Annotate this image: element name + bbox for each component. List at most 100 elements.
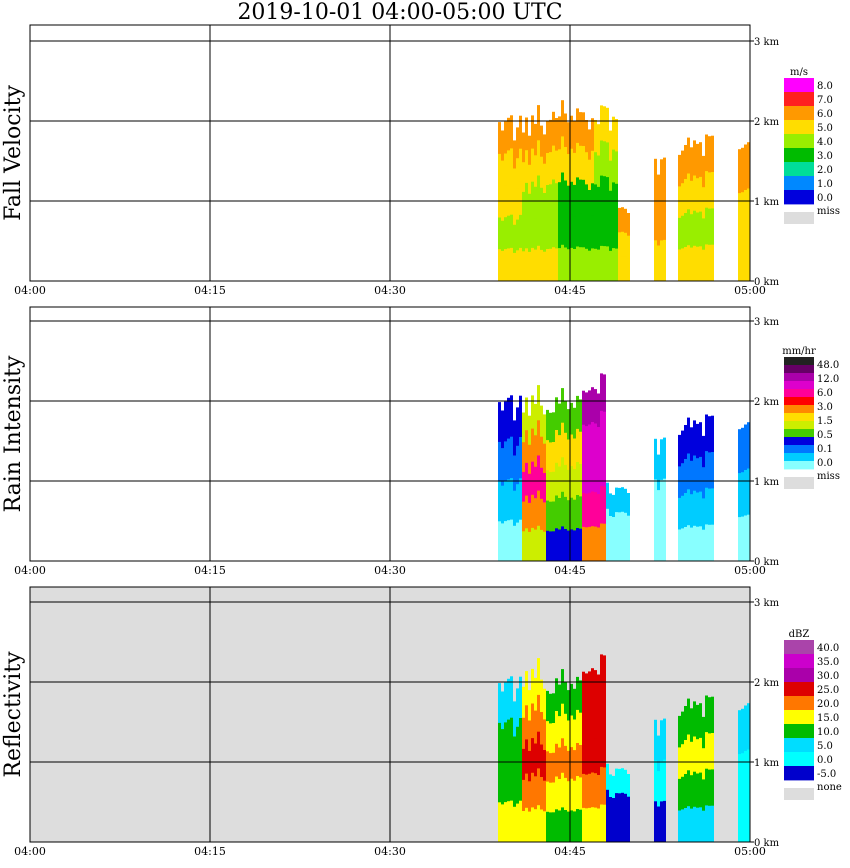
legend-label: 3.0 [817, 151, 833, 162]
echo-cell [540, 809, 543, 843]
legend-label: 5.0 [817, 741, 833, 752]
echo-cell [594, 152, 597, 185]
echo-cell [600, 485, 603, 524]
legend-swatch [784, 724, 814, 739]
echo-cell [609, 819, 612, 843]
echo-cell [681, 744, 684, 778]
echo-cell [585, 774, 588, 809]
echo-cell [684, 145, 687, 180]
echo-cell [567, 122, 570, 155]
echo-cell [552, 723, 555, 754]
echo-cell [582, 179, 585, 214]
legend-label: 3.0 [817, 402, 833, 413]
echo-cell [600, 245, 603, 282]
echo-cell [585, 459, 588, 494]
echo-cell [702, 155, 705, 188]
echo-cell [618, 817, 621, 843]
echo-cell [711, 696, 714, 734]
echo-cell [573, 688, 576, 720]
echo-cell [678, 778, 681, 811]
legend-missing-label: none [817, 782, 842, 793]
echo-cell [582, 773, 585, 809]
echo-cell [660, 801, 663, 843]
legend-swatch [784, 453, 814, 462]
echo-cell [546, 440, 549, 471]
echo-cell [585, 248, 588, 282]
echo-cell [543, 251, 546, 282]
echo-cell [603, 246, 606, 282]
echo-cell [540, 156, 543, 189]
echo-cell [699, 142, 702, 178]
echo-cell [747, 422, 750, 469]
echo-cell [711, 172, 714, 209]
echo-cell [612, 116, 615, 151]
echo-cell [543, 473, 546, 503]
x-tick-label: 04:45 [554, 845, 586, 858]
echo-cell [699, 246, 702, 282]
echo-cell [510, 115, 513, 149]
echo-cell [699, 526, 702, 562]
echo-cell [690, 494, 693, 529]
echo-cell [585, 216, 588, 250]
legend-unit: mm/hr [782, 346, 816, 357]
echo-cell [504, 153, 507, 186]
legend-label: 12.0 [817, 374, 839, 385]
echo-cell [744, 144, 747, 191]
echo-cell [510, 148, 513, 182]
echo-cell [708, 136, 711, 173]
echo-cell [684, 493, 687, 528]
echo-cell [564, 681, 567, 715]
echo-cell [537, 105, 540, 141]
echo-cell [690, 180, 693, 215]
echo-cell [705, 524, 708, 562]
echo-cell [693, 736, 696, 773]
echo-cell [567, 154, 570, 187]
legend-label: 0.0 [817, 458, 833, 469]
echo-cell [579, 112, 582, 147]
echo-cell [528, 750, 531, 782]
legend-label: 6.0 [817, 109, 833, 120]
echo-cell [615, 487, 618, 513]
echo-cell [615, 512, 618, 538]
echo-cell [531, 494, 534, 529]
echo-cell [702, 779, 705, 812]
echo-cell [612, 539, 615, 562]
echo-cell [528, 135, 531, 166]
echo-cell [621, 536, 624, 562]
echo-cell [537, 731, 540, 769]
echo-cell [612, 775, 615, 799]
echo-cell [585, 527, 588, 562]
echo-cell [576, 776, 579, 810]
echo-cell [549, 753, 552, 784]
echo-cell [702, 249, 705, 282]
echo-cell [516, 484, 519, 524]
echo-cell [519, 395, 522, 438]
echo-cell [522, 811, 525, 843]
echo-cell [621, 792, 624, 818]
echo-cell [663, 437, 666, 480]
echo-cell [570, 434, 573, 467]
echo-cell [498, 217, 501, 250]
y-tick-label: 2 km [754, 397, 780, 408]
echo-cell [582, 671, 585, 707]
echo-cell [684, 425, 687, 460]
echo-cell [699, 703, 702, 739]
echo-cell [579, 809, 582, 843]
echo-cell [681, 495, 684, 529]
echo-cell [684, 808, 687, 843]
echo-cell [567, 439, 570, 471]
echo-cell [687, 770, 690, 807]
legend-swatch [784, 654, 814, 669]
legend-label: 10.0 [817, 727, 839, 738]
echo-cell [711, 452, 714, 489]
echo-cell [744, 705, 747, 752]
echo-cell [558, 182, 561, 216]
echo-cell [573, 499, 576, 531]
echo-cell [522, 531, 525, 562]
echo-cell [519, 437, 522, 479]
legend-label: 35.0 [817, 657, 839, 668]
echo-cell [690, 147, 693, 182]
echo-cell [606, 534, 609, 562]
echo-cell [558, 149, 561, 183]
echo-cell [558, 747, 561, 780]
